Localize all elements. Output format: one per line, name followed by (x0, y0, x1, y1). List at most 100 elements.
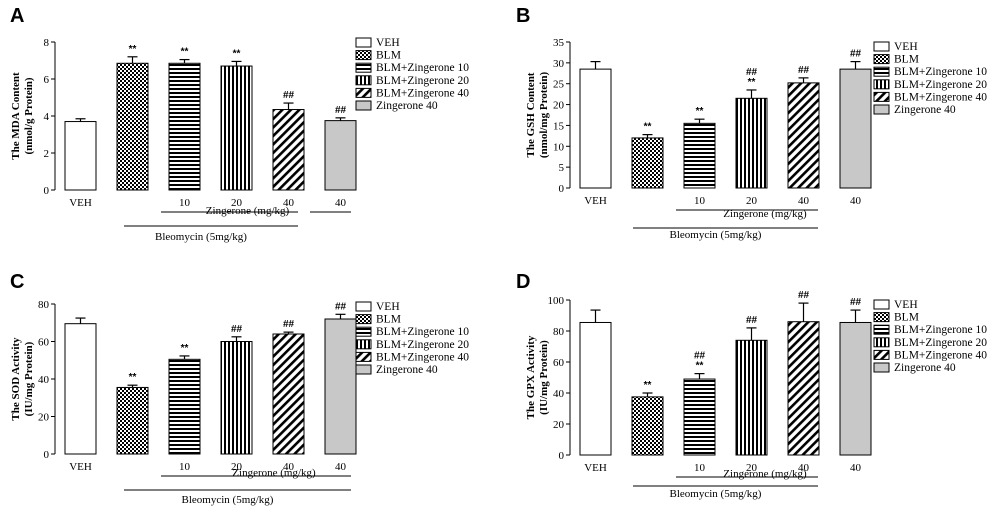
legend-swatch (355, 326, 372, 337)
bar-3 (168, 62, 201, 191)
bar-6 (324, 318, 357, 455)
legend-entry: BLM+Zingerone 10 (894, 324, 987, 336)
y-tick-label: 2 (44, 148, 50, 160)
significance-mark: ** (129, 44, 137, 55)
significance-mark: ## (746, 67, 758, 78)
legend-swatch (355, 62, 372, 73)
x-tick-label: VEH (69, 461, 92, 473)
legend-entry: BLM+Zingerone 20 (894, 337, 987, 349)
legend-swatch (873, 41, 890, 52)
legend-entry: BLM+Zingerone 10 (376, 326, 469, 338)
zingerone-label: Zingerone (mg/kg) (723, 208, 807, 220)
panel-a: A The MDA Content (nmol/g Protein) 0 2 4 6 8 VEH… (10, 5, 469, 243)
y-tick-label: 4 (44, 111, 50, 123)
legend-entry: BLM+Zingerone 10 (376, 62, 469, 74)
bar-5 (272, 109, 305, 191)
legend-swatch (355, 50, 372, 61)
legend-swatch (873, 79, 890, 90)
legend-entry: Zingerone 40 (894, 362, 956, 374)
significance-mark: ## (850, 297, 862, 308)
y-tick-label: 20 (553, 100, 565, 112)
panel-letter: C (10, 271, 24, 293)
legend-entry: VEH (894, 41, 918, 53)
y-tick-label: 80 (553, 326, 565, 338)
significance-mark: ** (696, 106, 704, 117)
x-tick-label: 40 (283, 197, 295, 209)
legend-swatch (873, 337, 890, 348)
y-tick-label: 40 (553, 388, 565, 400)
legend-entry: VEH (376, 301, 400, 313)
legend-swatch (873, 66, 890, 77)
y-tick-label: 15 (553, 120, 565, 132)
bar-1 (579, 68, 612, 189)
bar-4 (220, 65, 253, 191)
x-tick-label: 40 (850, 462, 862, 474)
legend-entry: VEH (376, 37, 400, 49)
legend-swatch (873, 362, 890, 373)
legend-swatch (355, 301, 372, 312)
bleomycin-label: Bleomycin (5mg/kg) (670, 488, 762, 500)
y-tick-label: 60 (553, 357, 565, 369)
significance-mark: ** (233, 48, 241, 59)
legend-swatch (355, 364, 372, 375)
x-tick-label: 10 (694, 462, 706, 474)
significance-mark: ## (283, 90, 295, 101)
y-tick-label: 30 (553, 58, 565, 70)
y-tick-label: 35 (553, 37, 565, 49)
y-axis-label: The SOD Activity (10, 337, 22, 421)
legend-swatch (355, 100, 372, 111)
x-tick-label: 40 (335, 461, 347, 473)
bar-2 (631, 137, 664, 189)
x-tick-label: 40 (850, 195, 862, 207)
y-tick-label: 20 (553, 419, 565, 431)
significance-mark: ## (694, 351, 706, 362)
legend-swatch (873, 349, 890, 360)
y-tick-label: 80 (38, 299, 50, 311)
legend-swatch (873, 324, 890, 335)
legend-swatch (355, 37, 372, 48)
bar-1 (64, 323, 97, 455)
bar-2 (631, 396, 664, 456)
legend-entry: BLM+Zingerone 40 (376, 351, 469, 363)
y-tick-label: 20 (38, 412, 50, 424)
significance-mark: ## (798, 290, 810, 301)
bar-3 (683, 378, 716, 456)
y-tick-label: 10 (553, 141, 565, 153)
y-axis-label-unit: (nmol/mg Protein) (538, 72, 550, 159)
legend-entry: Zingerone 40 (894, 104, 956, 116)
panel-b: B The GSH Content (nmol/mg Protein) 0 5 10 15 2… (516, 5, 987, 241)
significance-mark: ** (129, 372, 137, 383)
legend-entry: Zingerone 40 (376, 100, 438, 112)
x-tick-label: 20 (231, 461, 243, 473)
legend-swatch (355, 75, 372, 86)
legend-entry: Zingerone 40 (376, 364, 438, 376)
legend-entry: BLM+Zingerone 40 (894, 349, 987, 361)
significance-mark: ** (181, 47, 189, 58)
legend-entry: BLM+Zingerone 10 (894, 66, 987, 78)
y-tick-label: 40 (38, 374, 50, 386)
bar-3 (168, 358, 201, 455)
legend-swatch (355, 87, 372, 98)
bar-3 (683, 122, 716, 189)
legend-swatch (873, 91, 890, 102)
significance-mark: ## (283, 319, 295, 330)
bleomycin-label: Bleomycin (5mg/kg) (670, 229, 762, 241)
bar-6 (839, 68, 872, 189)
y-axis-label: The GPX Activity (525, 335, 537, 419)
significance-mark: ## (335, 301, 347, 312)
bar-6 (324, 120, 357, 191)
y-tick-label: 0 (44, 185, 50, 197)
bar-4 (735, 339, 768, 456)
zingerone-label: Zingerone (mg/kg) (206, 205, 290, 217)
significance-mark: ## (335, 105, 347, 116)
legend-swatch (873, 299, 890, 310)
panel-letter: D (516, 271, 530, 293)
x-tick-label: 10 (694, 195, 706, 207)
x-tick-label: VEH (69, 197, 92, 209)
legend-entry: BLM (376, 50, 401, 62)
bar-2 (116, 62, 149, 191)
y-tick-label: 0 (559, 450, 565, 462)
